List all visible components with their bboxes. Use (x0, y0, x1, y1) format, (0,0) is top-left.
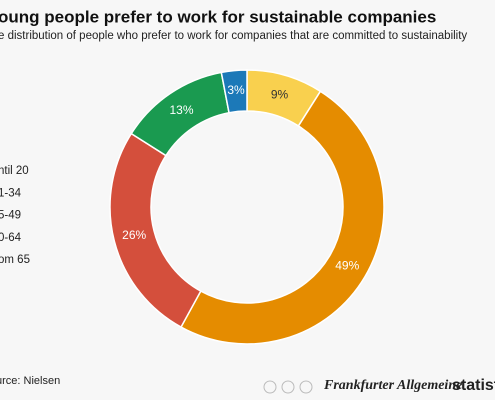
slice-label: 9% (271, 87, 289, 101)
legend-label: 0-64 (0, 232, 22, 244)
credit-faz: Frankfurter Allgemeine (323, 378, 462, 393)
source: urce: Nielsen (0, 375, 60, 387)
legend-label: om 65 (0, 254, 30, 266)
slice (179, 90, 385, 345)
chart-subtitle: e distribution of people who prefer to w… (0, 30, 467, 42)
chart-title: oung people prefer to work for sustainab… (0, 7, 436, 26)
legend-label: 1-34 (0, 187, 22, 199)
slice-label: 26% (122, 228, 146, 242)
slice (220, 69, 248, 114)
legend-label: ntil 20 (0, 165, 29, 177)
legend-label: 5-49 (0, 210, 21, 222)
slice-label: 13% (170, 103, 194, 117)
cc-icons (263, 380, 313, 394)
slice-label: 3% (227, 83, 245, 97)
slice-label: 49% (335, 258, 359, 272)
credit-statista: statist (452, 377, 495, 394)
